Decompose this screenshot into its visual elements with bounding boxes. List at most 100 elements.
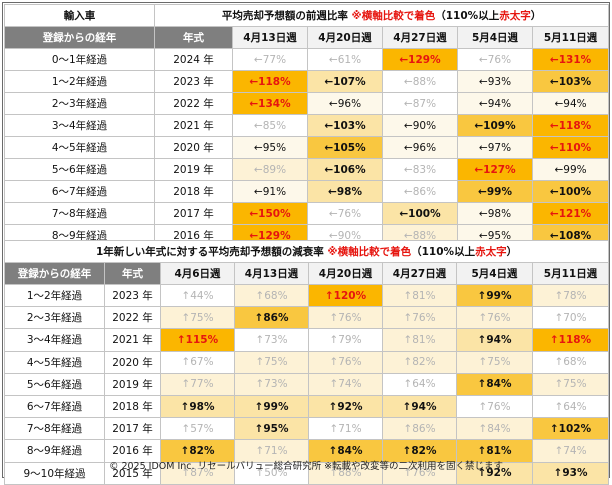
week-header: 4月20日週 xyxy=(308,262,383,285)
model-year: 2024 年 xyxy=(154,48,233,71)
table-row: 8～9年経過 2016 年 ↑82% ↑71% ↑84% ↑82% ↑81% ↑74% xyxy=(4,439,610,463)
table-row: 0～1年経過 2024 年 ←77% ←61% ←129% ←76% ←131% xyxy=(4,48,610,71)
ratio-cell: ←99% xyxy=(457,180,533,203)
ratio-cell: ←118% xyxy=(232,70,308,93)
ratio-cell: ↑78% xyxy=(531,283,610,308)
ratio-cell: ←103% xyxy=(531,70,610,93)
table1-title-note: ※横軸比較で着色 xyxy=(351,10,436,22)
ratio-cell: ↑76% xyxy=(456,394,533,419)
ratio-cell: ←98% xyxy=(307,180,383,203)
ratio-cell: ←95% xyxy=(232,136,308,159)
ratio-cell: ↑76% xyxy=(308,350,383,374)
ratio-cell: ←127% xyxy=(457,158,533,181)
ratio-cell: ←100% xyxy=(382,202,458,225)
ratio-cell: ↑88% xyxy=(308,461,383,485)
ratio-cell: ↑75% xyxy=(234,350,309,374)
ratio-cell: ↑99% xyxy=(456,283,533,308)
model-year: 2017 年 xyxy=(104,417,161,441)
ratio-cell: ↑92% xyxy=(308,394,383,419)
week-header: 4月20日週 xyxy=(307,26,383,49)
model-year: 2021 年 xyxy=(154,114,233,137)
table-row: 2～3年経過 2022 年 ←134% ←96% ←87% ←94% ←94% xyxy=(4,92,610,115)
ratio-cell: ↑94% xyxy=(382,394,457,419)
elapsed-label: 5～6年経過 xyxy=(4,158,155,181)
ratio-cell: ←106% xyxy=(307,158,383,181)
ratio-cell: ↑82% xyxy=(382,350,457,374)
week-header: 5月4日週 xyxy=(456,262,533,285)
ratio-cell: ←88% xyxy=(382,70,458,93)
model-year: 2018 年 xyxy=(154,180,233,203)
table2-header-year: 年式 xyxy=(104,262,161,285)
week-header: 5月11日週 xyxy=(531,262,610,285)
ratio-cell: ←77% xyxy=(232,48,308,71)
model-year: 2019 年 xyxy=(154,158,233,181)
ratio-cell: ↑99% xyxy=(234,394,309,419)
elapsed-label: 2～3年経過 xyxy=(4,92,155,115)
ratio-cell: ←109% xyxy=(457,114,533,137)
table-row: 5～6年経過 2019 年 ↑77% ↑73% ↑74% ↑64% ↑84% ↑75% xyxy=(4,372,610,396)
elapsed-label: 6～7年経過 xyxy=(4,394,105,419)
model-year: 2020 年 xyxy=(154,136,233,159)
week-header: 4月6日週 xyxy=(160,262,235,285)
table2-title-red-note: 赤太字 xyxy=(475,246,507,258)
ratio-cell: ↑73% xyxy=(234,328,309,352)
ratio-cell: ↑92% xyxy=(456,461,533,485)
ratio-cell: ↑64% xyxy=(531,394,610,419)
elapsed-label: 3～4年経過 xyxy=(4,328,105,352)
model-year: 2021 年 xyxy=(104,328,161,352)
elapsed-label: 6～7年経過 xyxy=(4,180,155,203)
ratio-cell: ↑94% xyxy=(456,328,533,352)
ratio-cell: ←96% xyxy=(382,136,458,159)
model-year: 2018 年 xyxy=(104,394,161,419)
elapsed-label: 0～1年経過 xyxy=(4,48,155,71)
ratio-cell: ←83% xyxy=(382,158,458,181)
table-row: 2～3年経過 2022 年 ↑75% ↑86% ↑76% ↑76% ↑76% ↑70% xyxy=(4,306,610,330)
table2-title: 1年新しい年式に対する平均売却予想額の減衰率 ※横軸比較で着色（110%以上赤太… xyxy=(3,240,610,263)
ratio-cell: ←131% xyxy=(531,48,610,71)
ratio-cell: ↑64% xyxy=(382,372,457,396)
table2-title-main: 1年新しい年式に対する平均売却予想額の減衰率 xyxy=(95,246,324,258)
elapsed-label: 2～3年経過 xyxy=(4,306,105,330)
ratio-cell: ↑86% xyxy=(234,306,309,330)
ratio-cell: ↑118% xyxy=(531,328,610,352)
ratio-cell: ↑68% xyxy=(531,350,610,374)
model-year: 2020 年 xyxy=(104,350,161,374)
table-row: 6～7年経過 2018 年 ↑98% ↑99% ↑92% ↑94% ↑76% ↑64% xyxy=(4,394,610,419)
ratio-cell: ←76% xyxy=(457,48,533,71)
ratio-cell: ↑76% xyxy=(382,306,457,330)
table1-corner-label: 輸入車 xyxy=(4,4,155,27)
ratio-cell: ←61% xyxy=(307,48,383,71)
decay-ratio-table: 1年新しい年式に対する平均売却予想額の減衰率 ※横軸比較で着色（110%以上赤太… xyxy=(3,240,610,485)
ratio-cell: ↑81% xyxy=(382,328,457,352)
ratio-cell: ↑75% xyxy=(531,372,610,396)
ratio-cell: ←90% xyxy=(382,114,458,137)
weekly-ratio-table: 輸入車 平均売却予想額の前週比率 ※横軸比較で着色（110%以上赤太字） 登録か… xyxy=(4,4,610,269)
table1-header-elapsed: 登録からの経年 xyxy=(4,26,155,49)
table-row: 1～2年経過 2023 年 ←118% ←107% ←88% ←93% ←103% xyxy=(4,70,610,93)
ratio-cell: ↑98% xyxy=(160,394,235,419)
ratio-cell: ←150% xyxy=(232,202,308,225)
table-row: 5～6年経過 2019 年 ←89% ←106% ←83% ←127% ←99% xyxy=(4,158,610,181)
ratio-cell: ←107% xyxy=(307,70,383,93)
elapsed-label: 4～5年経過 xyxy=(4,136,155,159)
ratio-cell: ↑95% xyxy=(234,417,309,441)
table-row: 4～5年経過 2020 年 ←95% ←105% ←96% ←97% ←110% xyxy=(4,136,610,159)
ratio-cell: ↑67% xyxy=(160,350,235,374)
elapsed-label: 9～10年経過 xyxy=(4,461,105,485)
elapsed-label: 8～9年経過 xyxy=(4,439,105,463)
table-row: 1～2年経過 2023 年 ↑44% ↑68% ↑120% ↑81% ↑99% ↑78% xyxy=(4,283,610,308)
week-header: 4月13日週 xyxy=(234,262,309,285)
elapsed-label: 3～4年経過 xyxy=(4,114,155,137)
week-header: 4月27日週 xyxy=(382,262,457,285)
table-row: 3～4年経過 2021 年 ↑115% ↑73% ↑79% ↑81% ↑94% ↑118% xyxy=(4,328,610,352)
ratio-cell: ←103% xyxy=(307,114,383,137)
ratio-cell: ↑84% xyxy=(308,439,383,463)
ratio-cell: ↑115% xyxy=(160,328,235,352)
ratio-cell: ←85% xyxy=(232,114,308,137)
table1-title-main: 平均売却予想額の前週比率 xyxy=(221,10,348,22)
model-year: 2016 年 xyxy=(104,439,161,463)
week-header: 4月27日週 xyxy=(382,26,458,49)
ratio-cell: ↑79% xyxy=(308,328,383,352)
week-header: 4月13日週 xyxy=(232,26,308,49)
ratio-cell: ↑87% xyxy=(160,461,235,485)
